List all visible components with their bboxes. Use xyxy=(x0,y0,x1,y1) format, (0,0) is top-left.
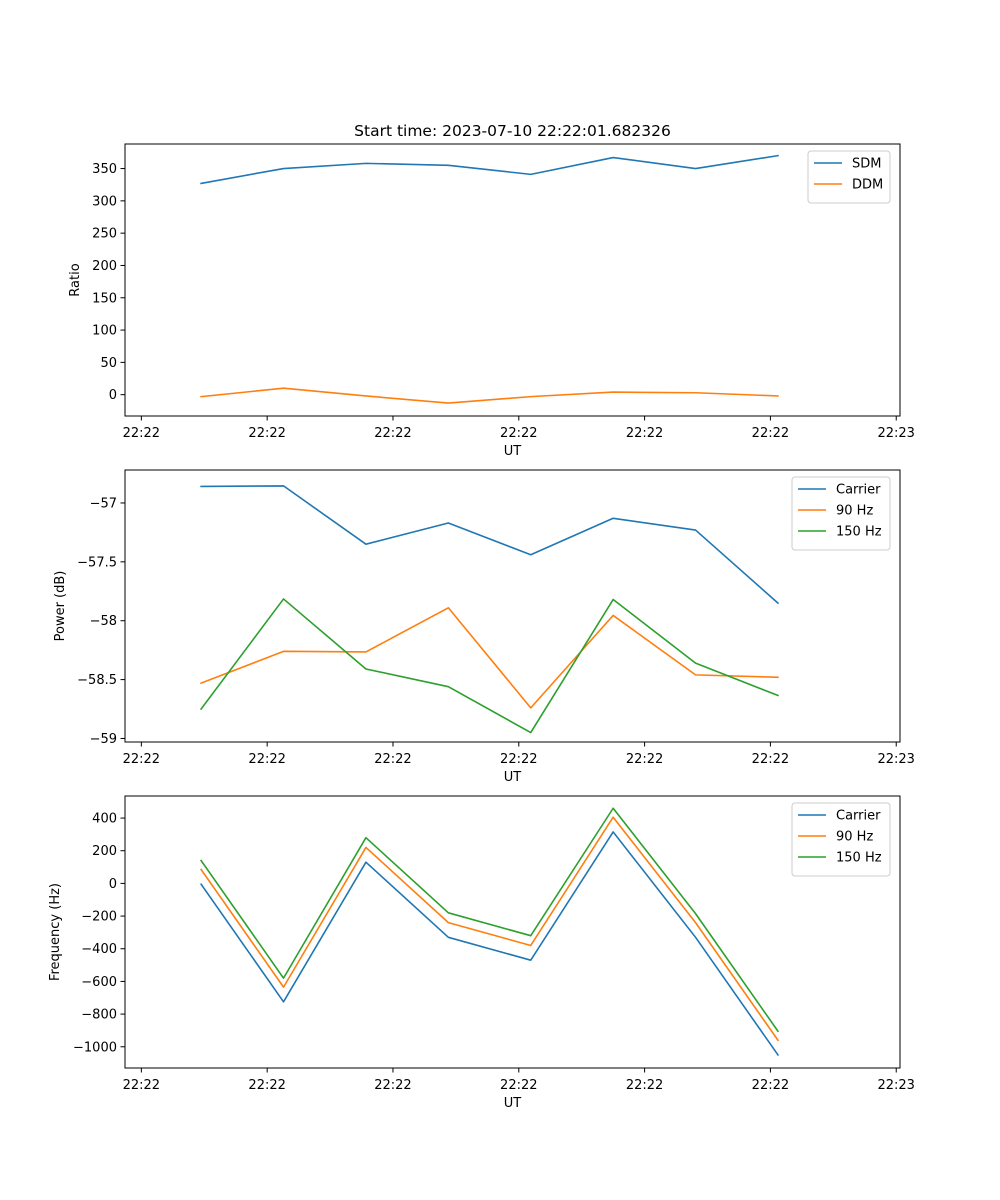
axes-frame xyxy=(124,469,901,743)
y-tick-label: −58.5 xyxy=(77,673,117,688)
x-tick-label: 22:22 xyxy=(626,752,663,767)
legend-label: Carrier xyxy=(836,483,881,498)
x-tick-label: 22:23 xyxy=(877,426,914,441)
series-line-90-hz xyxy=(200,816,780,1042)
y-axis-label: Frequency (Hz) xyxy=(48,883,63,981)
series-line-150-hz xyxy=(200,807,780,1033)
panel-2: 22:22 22:22 22:22 22:22 22:22 22:22 22:23 −1000… xyxy=(48,795,915,1111)
y-tick-label: 50 xyxy=(100,356,117,371)
y-tick-label: −57 xyxy=(90,496,117,511)
y-tick-label: 100 xyxy=(92,324,117,339)
legend-label: SDM xyxy=(852,157,881,172)
series-line-ddm xyxy=(200,387,779,404)
y-tick-label: 300 xyxy=(92,194,117,209)
x-tick-label: 22:22 xyxy=(123,1078,160,1093)
x-tick-label: 22:22 xyxy=(374,1078,411,1093)
y-tick-label: −58 xyxy=(90,614,117,629)
axes-frame xyxy=(124,143,901,417)
x-tick-label: 22:23 xyxy=(877,1078,914,1093)
series-line-150-hz xyxy=(200,598,779,734)
legend: Carrier 90 Hz 150 Hz xyxy=(791,476,891,551)
series-line-sdm xyxy=(200,154,779,185)
y-tick-label: 200 xyxy=(92,844,117,859)
y-tick-label: 200 xyxy=(92,259,117,274)
x-tick-label: 22:22 xyxy=(752,752,789,767)
x-tick-label: 22:22 xyxy=(500,426,537,441)
legend: SDM DDM xyxy=(807,150,891,204)
x-tick-label: 22:22 xyxy=(123,426,160,441)
y-tick-label: 350 xyxy=(92,162,117,177)
y-tick-label: 250 xyxy=(92,227,117,242)
legend-label: Carrier xyxy=(836,809,881,824)
y-axis-label: Power (dB) xyxy=(53,571,68,642)
legend-label: 90 Hz xyxy=(836,504,873,519)
legend-box xyxy=(807,150,891,204)
x-tick-label: 22:22 xyxy=(248,1078,285,1093)
y-tick-label: 0 xyxy=(109,388,117,403)
x-tick-label: 22:22 xyxy=(248,426,285,441)
y-tick-label: −400 xyxy=(81,942,117,957)
panels: 22:22 22:22 22:22 22:22 22:22 22:22 22:23 0 50 10… xyxy=(48,143,915,1111)
y-tick-label: 0 xyxy=(109,877,117,892)
panel-0: 22:22 22:22 22:22 22:22 22:22 22:22 22:23 0 50 10… xyxy=(68,143,915,459)
x-tick-label: 22:22 xyxy=(500,752,537,767)
x-tick-label: 22:22 xyxy=(248,752,285,767)
x-axis-label: UT xyxy=(504,444,522,459)
y-axis-label: Ratio xyxy=(68,263,83,296)
legend-label: 150 Hz xyxy=(836,851,882,866)
x-tick-label: 22:22 xyxy=(752,426,789,441)
x-tick-label: 22:22 xyxy=(374,426,411,441)
chart-title: Start time: 2023-07-10 22:22:01.682326 xyxy=(354,122,671,140)
axes-frame xyxy=(124,795,901,1069)
x-tick-label: 22:22 xyxy=(500,1078,537,1093)
x-axis-label: UT xyxy=(504,1096,522,1111)
legend-label: 90 Hz xyxy=(836,830,873,845)
legend-label: DDM xyxy=(852,178,883,193)
x-tick-label: 22:22 xyxy=(123,752,160,767)
y-tick-label: −57.5 xyxy=(77,555,117,570)
legend: Carrier 90 Hz 150 Hz xyxy=(791,802,891,877)
x-tick-label: 22:22 xyxy=(374,752,411,767)
panel-1: 22:22 22:22 22:22 22:22 22:22 22:22 22:23 −59 −5… xyxy=(53,469,915,785)
legend-label: 150 Hz xyxy=(836,525,882,540)
x-tick-label: 22:22 xyxy=(752,1078,789,1093)
x-tick-label: 22:22 xyxy=(626,426,663,441)
series-line-carrier xyxy=(200,831,780,1057)
x-tick-label: 22:23 xyxy=(877,752,914,767)
y-tick-label: 400 xyxy=(92,812,117,827)
series-line-carrier xyxy=(200,485,780,605)
y-tick-label: −200 xyxy=(81,910,117,925)
series-line-90-hz xyxy=(200,606,779,709)
x-axis-label: UT xyxy=(504,770,522,785)
y-tick-label: −1000 xyxy=(73,1040,117,1055)
x-tick-label: 22:22 xyxy=(626,1078,663,1093)
y-tick-label: −600 xyxy=(81,975,117,990)
y-tick-label: 150 xyxy=(92,291,117,306)
y-tick-label: −59 xyxy=(90,732,117,747)
y-tick-label: −800 xyxy=(81,1008,117,1023)
